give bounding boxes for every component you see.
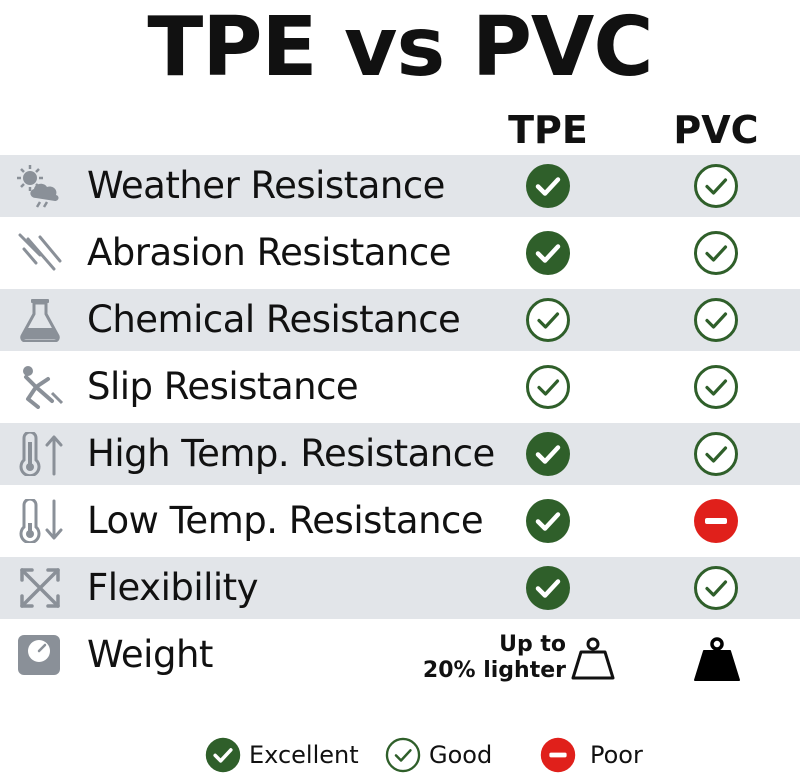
legend-excellent: Excellent (205, 736, 359, 774)
tpe-excellent-icon (525, 163, 571, 209)
column-header-pvc: PVC (673, 108, 759, 152)
poor-minus-icon (540, 737, 590, 773)
row-label: Slip Resistance (87, 365, 359, 408)
pvc-good-icon (693, 230, 739, 276)
excellent-check-icon (205, 737, 249, 773)
pvc-good-icon (693, 163, 739, 209)
slip-icon (14, 365, 66, 409)
row-label: Weight (87, 633, 213, 676)
legend-poor: Poor (540, 736, 643, 774)
row-label: Chemical Resistance (87, 298, 461, 341)
weather-icon (14, 164, 66, 208)
legend-excellent-label: Excellent (249, 741, 359, 769)
flask-icon (14, 298, 66, 342)
pvc-good-icon (693, 364, 739, 410)
pvc-good-icon (693, 297, 739, 343)
thermometer-down-icon (14, 499, 66, 543)
weight-note-line1: Up to (499, 632, 566, 657)
row-label: Flexibility (87, 566, 259, 609)
weight-note: Up to 20% lighter (420, 632, 566, 684)
tpe-excellent-icon (525, 431, 571, 477)
row-label: Abrasion Resistance (87, 231, 451, 274)
expand-arrows-icon (14, 566, 66, 610)
row-label: Weather Resistance (87, 164, 445, 207)
pvc-good-icon (693, 565, 739, 611)
scratch-icon (14, 231, 66, 275)
table-row: Abrasion Resistance (0, 222, 800, 284)
tpe-good-icon (525, 364, 571, 410)
page-title: TPE vs PVC (147, 0, 653, 95)
table-row: Low Temp. Resistance (0, 490, 800, 552)
table-row: High Temp. Resistance (0, 423, 800, 485)
column-header-tpe: TPE (508, 108, 588, 152)
weight-note-line2: 20% lighter (422, 658, 566, 683)
legend-good: Good (385, 736, 492, 774)
good-check-icon (385, 737, 429, 773)
row-label: High Temp. Resistance (87, 432, 495, 475)
pvc-good-icon (693, 431, 739, 477)
thermometer-up-icon (14, 432, 66, 476)
tpe-excellent-icon (525, 230, 571, 276)
scale-icon (14, 633, 66, 677)
legend-poor-label: Poor (590, 741, 643, 769)
tpe-excellent-icon (525, 565, 571, 611)
table-row: Chemical Resistance (0, 289, 800, 351)
table-row: Flexibility (0, 557, 800, 619)
legend-good-label: Good (429, 741, 493, 769)
tpe-good-icon (525, 297, 571, 343)
light-weight-icon (569, 636, 617, 684)
tpe-excellent-icon (525, 498, 571, 544)
table-row: Slip Resistance (0, 356, 800, 418)
pvc-poor-icon (693, 498, 739, 544)
table-row: Weight Up to 20% lighter (0, 624, 800, 686)
heavy-weight-icon (693, 636, 741, 684)
table-row: Weather Resistance (0, 155, 800, 217)
row-label: Low Temp. Resistance (87, 499, 484, 542)
